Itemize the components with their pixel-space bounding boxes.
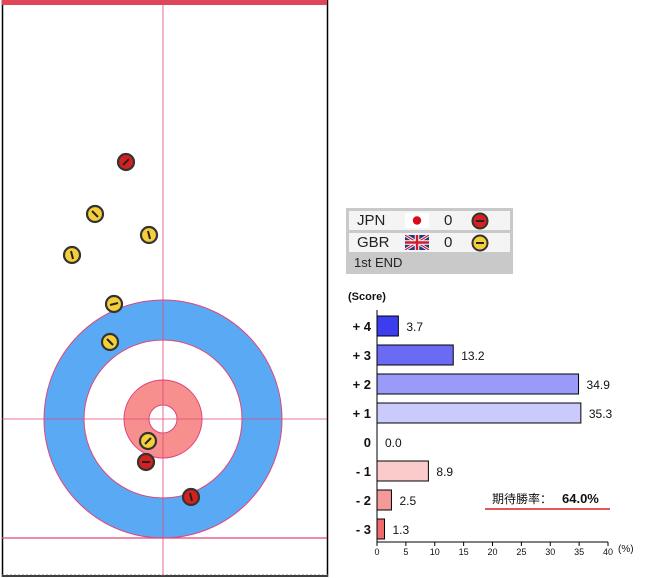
- value-label: 0.0: [385, 436, 402, 450]
- bar: [376, 402, 582, 424]
- team-name: GBR: [357, 234, 390, 251]
- x-tick-label: 20: [487, 547, 497, 557]
- stone-yellow-2: [139, 225, 159, 245]
- bar: [376, 344, 454, 366]
- category-label: - 2: [356, 493, 371, 508]
- win-probability-label: 期待勝率：: [492, 491, 552, 506]
- x-tick-label: 40: [603, 547, 613, 557]
- stone-red-2: [136, 452, 156, 472]
- curling-sheet: [1, 0, 329, 577]
- uk-flag-icon: [405, 235, 429, 250]
- bar: [376, 460, 429, 482]
- win-probability-value: 64.0%: [562, 491, 599, 506]
- red-stone-icon: [471, 212, 489, 230]
- stone-yellow-1: [85, 204, 105, 224]
- score-probability-chart: (Score) (%) + 4 + 3 + 2 + 1 0 - 1 - 2 - 3 3.7 13…: [348, 291, 634, 557]
- value-label: 34.9: [587, 378, 611, 392]
- value-label: 3.7: [406, 320, 423, 334]
- value-label: 1.3: [393, 523, 410, 537]
- stone-yellow-3: [62, 245, 82, 265]
- value-label: 2.5: [399, 494, 416, 508]
- team-name: JPN: [357, 212, 386, 229]
- japan-flag-icon: [405, 213, 429, 228]
- category-label: 0: [364, 435, 371, 450]
- bar: [376, 315, 399, 337]
- category-label: + 2: [353, 377, 371, 392]
- stone-red-3: [181, 487, 201, 507]
- category-label: - 3: [356, 522, 371, 537]
- bar: [376, 489, 392, 511]
- yellow-stone-icon: [471, 234, 489, 252]
- bar: [376, 373, 580, 395]
- scoreboard-row-gbr: GBR 0: [349, 233, 510, 252]
- x-tick-label: 25: [516, 547, 526, 557]
- scoreboard: JPN 0 GBR 0 1st END: [346, 208, 513, 274]
- value-label: 13.2: [461, 349, 485, 363]
- value-label: 8.9: [436, 465, 453, 479]
- bar: [376, 518, 386, 540]
- stone-yellow-4: [104, 294, 124, 314]
- category-label: + 4: [353, 319, 372, 334]
- team-score: 0: [444, 234, 453, 251]
- team-score: 0: [444, 212, 453, 229]
- stone-red-1: [116, 152, 136, 172]
- stone-yellow-6: [138, 431, 158, 451]
- x-tick-label: 0: [374, 547, 379, 557]
- end-label: 1st END: [354, 255, 403, 270]
- category-label: - 1: [356, 464, 371, 479]
- stone-yellow-5: [100, 332, 120, 352]
- scoreboard-row-jpn: JPN 0: [349, 211, 510, 230]
- x-tick-label: 10: [430, 547, 440, 557]
- x-tick-label: 35: [574, 547, 584, 557]
- hog-line: [2, 0, 327, 5]
- value-label: 35.3: [589, 407, 613, 421]
- x-tick-label: 30: [545, 547, 555, 557]
- x-axis-unit: (%): [618, 544, 634, 555]
- x-tick-label: 5: [403, 547, 408, 557]
- y-axis-title: (Score): [348, 291, 386, 303]
- category-label: + 1: [353, 406, 371, 421]
- win-probability-annotation: 期待勝率： 64.0%: [485, 491, 610, 510]
- category-label: + 3: [353, 348, 371, 363]
- x-tick-label: 15: [459, 547, 469, 557]
